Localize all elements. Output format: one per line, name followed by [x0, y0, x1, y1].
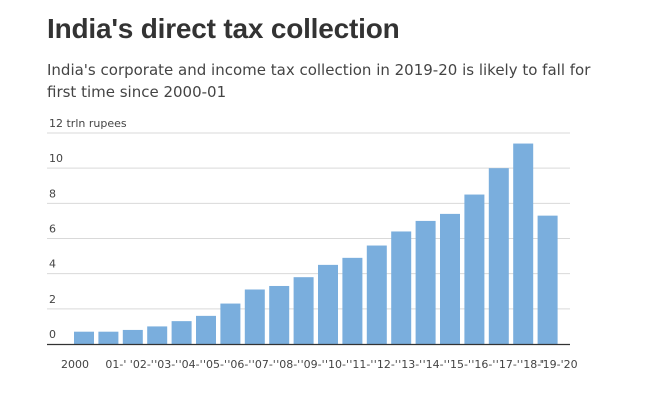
x-tick-label: '13-' [398, 358, 422, 371]
x-tick-label: '07-' [252, 358, 276, 371]
y-tick-label: 4 [49, 258, 56, 271]
x-tick-label: '12-' [374, 358, 398, 371]
bar-'13-'14 [391, 231, 412, 344]
x-tick-label: '18-' [520, 358, 544, 371]
bar-'04-'05 [171, 321, 192, 344]
x-tick-label: '14-' [423, 358, 447, 371]
bar-'08-'09 [269, 285, 290, 344]
bar-'03-'04 [147, 326, 168, 344]
y-tick-label: 2 [49, 293, 56, 306]
bar-'19-'20 [537, 215, 558, 344]
y-tick-label: 8 [49, 187, 56, 200]
bar-'05-'06 [196, 315, 216, 344]
bar-'09-'10 [293, 277, 314, 344]
bar-'12-'13 [366, 245, 387, 344]
x-axis-tick-labels: 2000 01-' '02-' '03-' '04-' '05-' '06-' '07-' '0… [61, 358, 578, 371]
bar-2000-01 [74, 331, 94, 344]
x-tick-label: '10-' [325, 358, 349, 371]
x-tick-label: '16-' [471, 358, 495, 371]
y-tick-label: 10 [49, 152, 63, 165]
x-tick-label: '11-' [349, 358, 373, 371]
y-tick-label: 12 trln rupees [49, 117, 127, 130]
y-tick-label: 6 [49, 223, 56, 236]
x-tick-label: 01-' [105, 358, 126, 371]
bar-'11-'12 [342, 257, 363, 344]
x-tick-label: '02-' [130, 358, 154, 371]
y-axis-tick-labels: 0 2 4 6 8 10 12 trln rupees [49, 117, 127, 341]
bar-'18-'19 [513, 143, 534, 344]
x-tick-label: '17-' [496, 358, 520, 371]
chart-subtitle: India's corporate and income tax collect… [47, 61, 591, 101]
bar-'01-'02 [98, 331, 119, 344]
bar-'15-'16 [440, 213, 460, 344]
x-tick-label: '08-' [276, 358, 300, 371]
bar-'10-'11 [318, 264, 338, 344]
bar-'02-'03 [122, 329, 143, 344]
x-tick-label: '19-'20 [540, 358, 578, 371]
bar-'16-'17 [464, 194, 485, 344]
y-tick-label: 0 [49, 328, 56, 341]
x-tick-label: '03-' [154, 358, 178, 371]
x-tick-label: '15-' [447, 358, 471, 371]
page-title: India's direct tax collection [47, 13, 400, 44]
bar-'07-'08 [244, 289, 265, 344]
bar-'14-'15 [415, 220, 436, 344]
x-tick-label: '06-' [227, 358, 251, 371]
x-tick-label: '09-' [301, 358, 325, 371]
bar-'17-'18 [488, 168, 509, 344]
x-tick-label: '04-' [179, 358, 203, 371]
bar-'06-'07 [220, 303, 241, 344]
x-tick-label: 2000 [61, 358, 89, 371]
x-tick-label: '05-' [203, 358, 227, 371]
bars [74, 143, 558, 344]
